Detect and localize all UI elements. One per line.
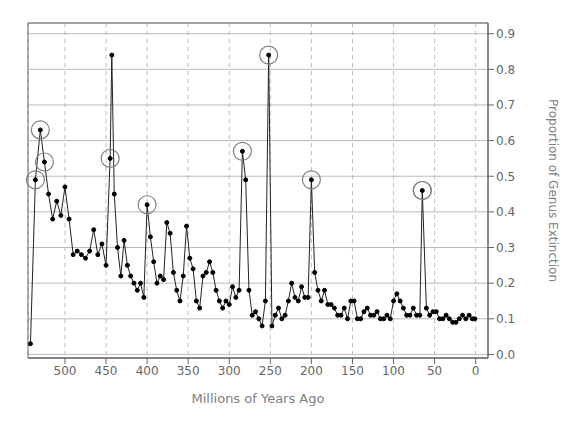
svg-text:0: 0 — [472, 364, 480, 378]
svg-text:0.7: 0.7 — [496, 98, 515, 112]
svg-text:0.9: 0.9 — [496, 27, 515, 41]
svg-text:0.4: 0.4 — [496, 205, 515, 219]
svg-text:450: 450 — [95, 364, 118, 378]
svg-text:400: 400 — [136, 364, 159, 378]
svg-text:0.6: 0.6 — [496, 134, 515, 148]
svg-text:200: 200 — [300, 364, 323, 378]
svg-text:250: 250 — [259, 364, 282, 378]
svg-text:0.3: 0.3 — [496, 241, 515, 255]
svg-text:0.0: 0.0 — [496, 348, 515, 362]
svg-text:50: 50 — [427, 364, 442, 378]
svg-text:Proportion of Genus Extinction: Proportion of Genus Extinction — [546, 99, 560, 282]
svg-text:500: 500 — [54, 364, 77, 378]
svg-text:350: 350 — [177, 364, 200, 378]
svg-text:100: 100 — [382, 364, 405, 378]
svg-text:0.8: 0.8 — [496, 63, 515, 77]
svg-text:0.1: 0.1 — [496, 312, 515, 326]
svg-text:0.2: 0.2 — [496, 276, 515, 290]
svg-text:300: 300 — [218, 364, 241, 378]
svg-text:150: 150 — [341, 364, 364, 378]
svg-text:Millions of Years Ago: Millions of Years Ago — [192, 391, 325, 406]
svg-text:0.5: 0.5 — [496, 170, 515, 184]
